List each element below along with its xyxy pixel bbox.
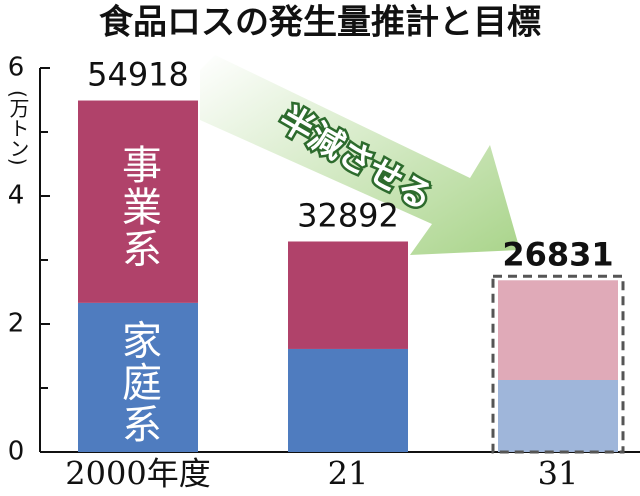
target-box (491, 274, 625, 454)
bar-segment (78, 100, 198, 303)
bar-segment (498, 380, 618, 452)
y-tick-label: 2 (8, 309, 25, 339)
bar-segment (78, 302, 198, 452)
total-label: 32892 (297, 196, 399, 234)
y-tick-label: 4 (8, 181, 25, 211)
bar-segment (288, 348, 408, 452)
x-tick-label: 21 (328, 455, 369, 493)
x-tick-label: 31 (538, 455, 579, 493)
segment-label: 事業系 (115, 144, 161, 270)
y-axis-label: (万トン) (6, 90, 30, 166)
y-tick-label: 6 (8, 53, 25, 83)
total-label: 26831 (502, 235, 613, 273)
bar-segment (498, 280, 618, 380)
bar-segment (288, 241, 408, 349)
chart-title: 食品ロスの発生量推計と目標 (99, 3, 541, 43)
total-label: 54918 (87, 56, 189, 94)
arrow (200, 55, 520, 255)
y-tick-label: 0 (8, 437, 25, 467)
x-tick-label: 2000年度 (65, 455, 210, 493)
segment-label: 家庭系 (115, 319, 161, 445)
